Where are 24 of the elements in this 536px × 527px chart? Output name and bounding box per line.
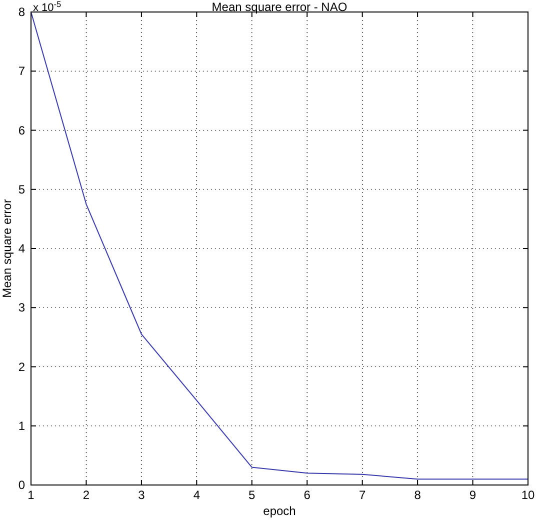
x-axis-title: epoch	[263, 504, 296, 518]
y-tick-label: 5	[18, 182, 26, 196]
y-tick-label: 4	[18, 242, 26, 256]
line-series	[30, 12, 528, 480]
y-tick-label: 3	[18, 300, 26, 315]
x-tick-label: 6	[304, 488, 311, 502]
x-tick-label: 8	[414, 488, 422, 502]
y-tick-label: 1	[18, 418, 26, 433]
x-tick-label: 3	[138, 488, 146, 502]
x-tick-label: 5	[248, 488, 256, 502]
x-tick-label: 2	[82, 488, 90, 502]
y-tick-label: 0	[18, 478, 26, 492]
x-tick-label: 7	[358, 488, 366, 502]
y-tick-label: 2	[18, 360, 26, 374]
y-tick-label: 8	[18, 5, 26, 19]
y-tick-label: 6	[18, 123, 26, 138]
x-tick-label: 9	[469, 488, 476, 502]
x-tick-label: 10	[521, 488, 535, 502]
x-tick-label: 4	[193, 488, 200, 502]
chart-title: Mean square error - NAO	[212, 0, 348, 14]
y-tick-label: 7	[18, 64, 26, 78]
y-axis-title: Mean square error	[0, 199, 14, 298]
annotation: x 10$^{-5}$	[33, 0, 62, 14]
x-tick-label: 1	[28, 488, 35, 502]
